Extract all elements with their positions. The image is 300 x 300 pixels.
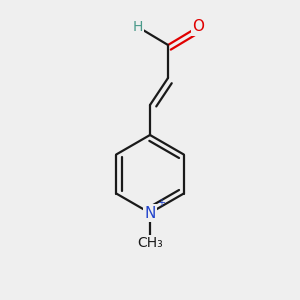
Text: CH₃: CH₃ — [137, 236, 163, 250]
Text: H: H — [133, 20, 143, 34]
Text: O: O — [192, 20, 204, 34]
Text: +: + — [158, 197, 165, 208]
Text: N: N — [144, 206, 156, 220]
